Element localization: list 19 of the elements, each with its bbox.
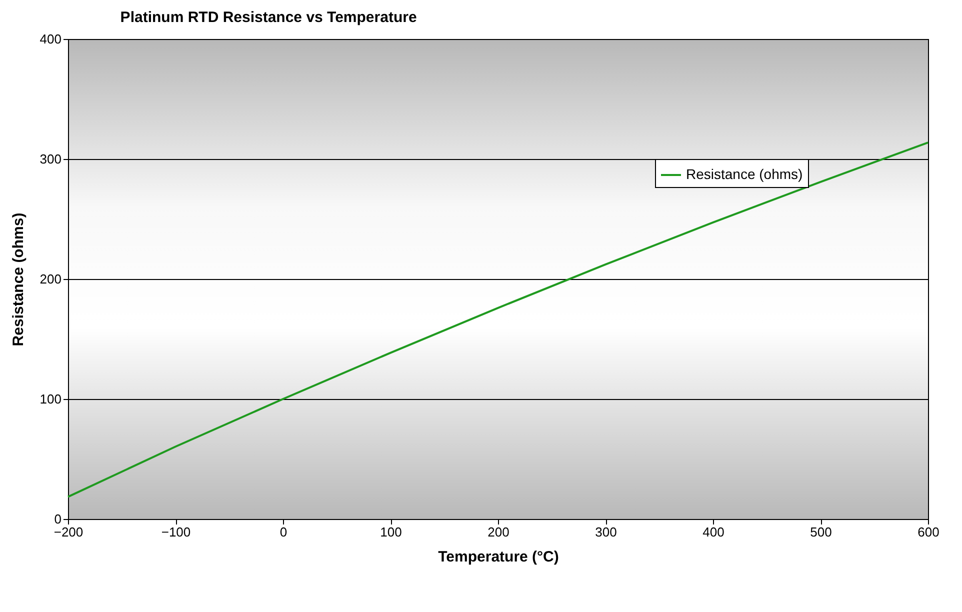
x-tick-label: 400 <box>702 524 724 540</box>
chart-title: Platinum RTD Resistance vs Temperature <box>120 9 417 26</box>
x-tick-label: −100 <box>161 524 191 540</box>
y-axis-title: Resistance (ohms) <box>10 212 27 346</box>
x-tick-label: 200 <box>488 524 510 540</box>
x-tick-label: 100 <box>380 524 402 540</box>
y-tick-label: 200 <box>40 272 62 286</box>
x-tick-label: 600 <box>918 524 940 540</box>
y-tick-label: 0 <box>54 512 62 526</box>
legend-label: Resistance (ohms) <box>686 166 803 182</box>
x-tick-label: 0 <box>280 524 288 540</box>
line-series <box>67 142 929 498</box>
x-axis-title: Temperature (°C) <box>438 548 559 566</box>
x-tick-label: 500 <box>810 524 832 540</box>
y-tick-label: 300 <box>40 152 62 166</box>
x-tick-label: −200 <box>54 524 84 540</box>
y-tick-label: 100 <box>40 392 62 406</box>
x-tick-label: 300 <box>595 524 617 540</box>
y-tick-label: 400 <box>40 32 62 46</box>
